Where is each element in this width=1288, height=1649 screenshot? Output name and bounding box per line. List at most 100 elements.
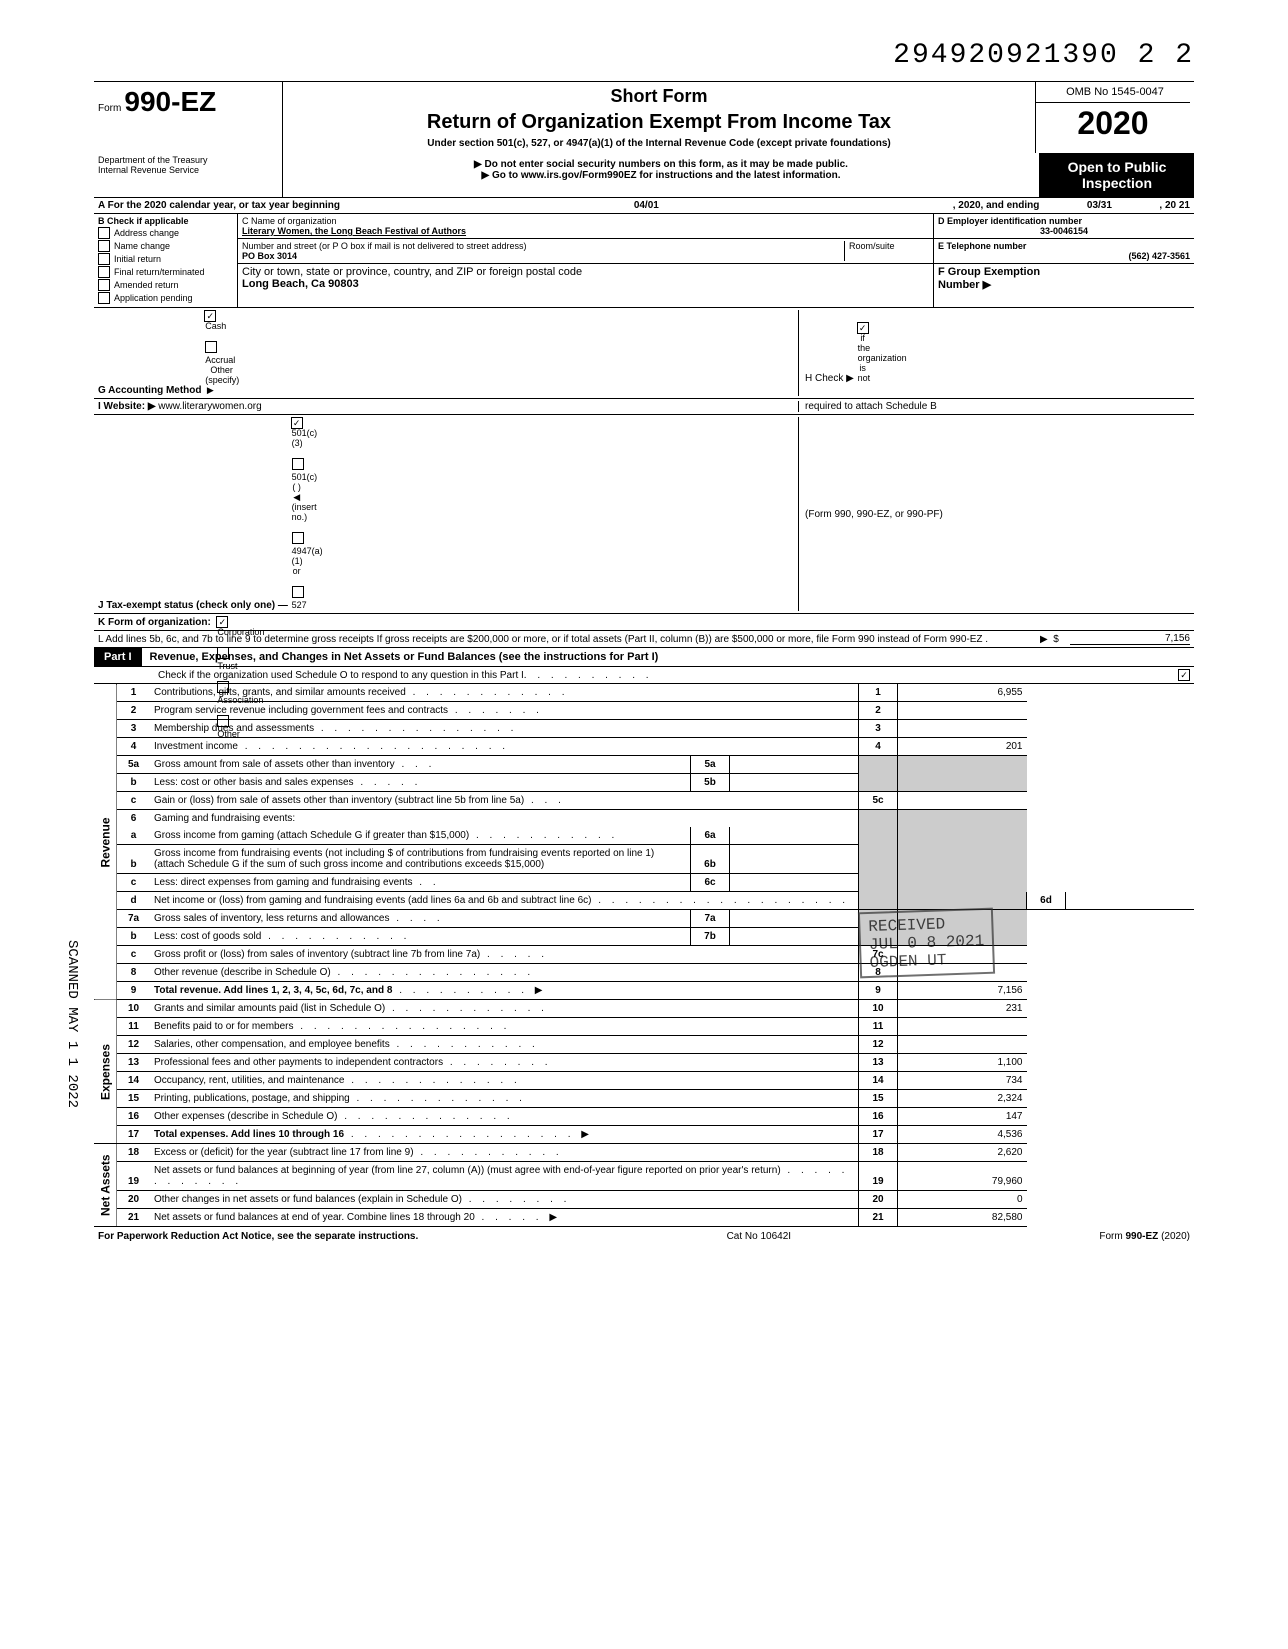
row-a-label: A For the 2020 calendar year, or tax yea… bbox=[98, 200, 340, 211]
line-8: 8Other revenue (describe in Schedule O) … bbox=[94, 964, 1194, 982]
footer-left: For Paperwork Reduction Act Notice, see … bbox=[98, 1231, 418, 1242]
cb-cash[interactable]: ✓ Cash Accrual Other (specify) ▶ bbox=[204, 310, 216, 322]
line-17: 17Total expenses. Add lines 10 through 1… bbox=[94, 1126, 1194, 1144]
cb-address-change[interactable]: Address change bbox=[98, 227, 233, 239]
tax-year: 2020 bbox=[1077, 105, 1148, 141]
cb-accrual[interactable] bbox=[205, 341, 217, 353]
part-1-check-text: Check if the organization used Schedule … bbox=[158, 670, 524, 681]
cb-pending[interactable]: Application pending bbox=[98, 292, 233, 304]
revenue-label: Revenue bbox=[94, 684, 117, 1000]
cb-amended[interactable]: Amended return bbox=[98, 279, 233, 291]
expenses-label: Expenses bbox=[94, 1000, 117, 1144]
line-15: 15Printing, publications, postage, and s… bbox=[94, 1090, 1194, 1108]
row-l-text: L Add lines 5b, 6c, and 7b to line 9 to … bbox=[98, 634, 1040, 645]
section-bc-row: B Check if applicable Address change Nam… bbox=[94, 214, 1194, 308]
line-6d: dNet income or (loss) from gaming and fu… bbox=[94, 892, 1194, 910]
line-10: Expenses 10Grants and similar amounts pa… bbox=[94, 1000, 1194, 1018]
section-f: F Group Exemption Number ▶ bbox=[934, 264, 1194, 293]
c-city-label: City or town, state or province, country… bbox=[242, 266, 929, 278]
end-month: 03/31 bbox=[1039, 200, 1159, 211]
cb-4947[interactable] bbox=[292, 532, 304, 544]
org-address: PO Box 3014 bbox=[242, 251, 844, 261]
line-13: 13Professional fees and other payments t… bbox=[94, 1054, 1194, 1072]
line-21: 21Net assets or fund balances at end of … bbox=[94, 1209, 1194, 1227]
line-5c: cGain or (loss) from sale of assets othe… bbox=[94, 792, 1194, 810]
line-14: 14Occupancy, rent, utilities, and mainte… bbox=[94, 1072, 1194, 1090]
footer-right: Form 990-EZ (2020) bbox=[1099, 1231, 1190, 1242]
section-de: D Employer identification number 33-0046… bbox=[934, 214, 1194, 307]
c-name-label: C Name of organization bbox=[242, 216, 929, 226]
row-l: L Add lines 5b, 6c, and 7b to line 9 to … bbox=[94, 631, 1194, 648]
open-public-2: Inspection bbox=[1042, 175, 1192, 191]
part-1-title: Revenue, Expenses, and Changes in Net As… bbox=[150, 651, 659, 663]
line-11: 11Benefits paid to or for members . . . … bbox=[94, 1018, 1194, 1036]
form-number: 990-EZ bbox=[124, 86, 216, 117]
c-addr-row: Number and street (or P O box if mail is… bbox=[238, 239, 933, 264]
line-6: 6Gaming and fundraising events: bbox=[94, 810, 1194, 828]
cb-corp[interactable]: ✓ Corporation Trust Association Other bbox=[216, 616, 228, 628]
org-city: Long Beach, Ca 90803 bbox=[242, 278, 929, 290]
row-l-value: 7,156 bbox=[1070, 633, 1190, 645]
ssn-warning: ▶ Do not enter social security numbers o… bbox=[289, 159, 1033, 170]
begin-date: 04/01 bbox=[340, 200, 953, 211]
scanned-stamp: SCANNED MAY 1 1 2022 bbox=[64, 940, 80, 1108]
right-header-col: OMB No 1545-0047 2020 bbox=[1036, 82, 1194, 153]
line-2: 2Program service revenue including gover… bbox=[94, 702, 1194, 720]
dept-cell: Department of the Treasury Internal Reve… bbox=[94, 153, 283, 197]
cb-schedule-b[interactable]: ✓ if the organization is not bbox=[857, 322, 869, 334]
row-g-i: G Accounting Method ✓ Cash Accrual Other… bbox=[94, 308, 1194, 399]
line-5a: 5aGross amount from sale of assets other… bbox=[94, 756, 1194, 774]
c-addr-label: Number and street (or P O box if mail is… bbox=[242, 241, 844, 251]
row-h: H Check ▶ ✓ if the organization is not bbox=[799, 322, 1190, 384]
row-g: G Accounting Method ✓ Cash Accrual Other… bbox=[98, 310, 798, 396]
section-e: E Telephone number (562) 427-3561 bbox=[934, 239, 1194, 264]
phone: (562) 427-3561 bbox=[938, 251, 1190, 261]
end-year: , 20 21 bbox=[1159, 200, 1190, 211]
short-form-label: Short Form bbox=[291, 86, 1027, 107]
main-title: Return of Organization Exempt From Incom… bbox=[291, 111, 1027, 134]
line-7a: 7aGross sales of inventory, less returns… bbox=[94, 910, 1194, 928]
c-name-row: C Name of organization Literary Women, t… bbox=[238, 214, 933, 239]
ein: 33-0046154 bbox=[938, 226, 1190, 236]
open-public-1: Open to Public bbox=[1042, 159, 1192, 175]
netassets-label: Net Assets bbox=[94, 1144, 117, 1227]
org-name: Literary Women, the Long Beach Festival … bbox=[242, 226, 929, 236]
line-7c: cGross profit or (loss) from sales of in… bbox=[94, 946, 1194, 964]
section-c: C Name of organization Literary Women, t… bbox=[238, 214, 934, 307]
part-1-check-row: Check if the organization used Schedule … bbox=[94, 667, 1194, 684]
cb-527[interactable] bbox=[292, 586, 304, 598]
row-a: A For the 2020 calendar year, or tax yea… bbox=[94, 198, 1194, 214]
cb-501c3[interactable]: ✓ 501(c)(3) 501(c) ( ) ◀ (insert no.) 49… bbox=[291, 417, 303, 429]
line-6b: bGross income from fundraising events (n… bbox=[94, 845, 1194, 874]
row-i-label: I Website: ▶ bbox=[98, 401, 156, 412]
line-18: Net Assets 18Excess or (deficit) for the… bbox=[94, 1144, 1194, 1162]
line-3: 3Membership dues and assessments . . . .… bbox=[94, 720, 1194, 738]
form-number-cell: Form 990-EZ bbox=[94, 82, 283, 153]
dept-row: Department of the Treasury Internal Reve… bbox=[94, 153, 1194, 198]
section-d: D Employer identification number 33-0046… bbox=[934, 214, 1194, 239]
cb-final-return[interactable]: Final return/terminated bbox=[98, 266, 233, 278]
cb-initial-return[interactable]: Initial return bbox=[98, 253, 233, 265]
footer: For Paperwork Reduction Act Notice, see … bbox=[94, 1227, 1194, 1246]
form-prefix: Form bbox=[98, 103, 121, 114]
d-label: D Employer identification number bbox=[938, 216, 1190, 226]
cb-schedule-o[interactable]: ✓ bbox=[1178, 669, 1190, 681]
row-k: K Form of organization: ✓ Corporation Tr… bbox=[94, 614, 1194, 631]
line-16: 16Other expenses (describe in Schedule O… bbox=[94, 1108, 1194, 1126]
line-9: 9Total revenue. Add lines 1, 2, 3, 4, 5c… bbox=[94, 982, 1194, 1000]
cb-name-change[interactable]: Name change bbox=[98, 240, 233, 252]
form-header: Form 990-EZ Short Form Return of Organiz… bbox=[94, 81, 1194, 153]
line-6c: cLess: direct expenses from gaming and f… bbox=[94, 874, 1194, 892]
line-12: 12Salaries, other compensation, and empl… bbox=[94, 1036, 1194, 1054]
section-b: B Check if applicable Address change Nam… bbox=[94, 214, 238, 307]
year-cell: 2020 bbox=[1036, 102, 1190, 144]
document-number-stamp: 294920921390 2 2 bbox=[94, 40, 1194, 71]
line-19: 19Net assets or fund balances at beginni… bbox=[94, 1162, 1194, 1191]
title-cell: Short Form Return of Organization Exempt… bbox=[283, 82, 1036, 153]
line-20: 20Other changes in net assets or fund ba… bbox=[94, 1191, 1194, 1209]
instructions-cell: ▶ Do not enter social security numbers o… bbox=[283, 153, 1040, 197]
cb-501c[interactable] bbox=[292, 458, 304, 470]
line-6a: aGross income from gaming (attach Schedu… bbox=[94, 827, 1194, 845]
main-table: Revenue 1 Contributions, gifts, grants, … bbox=[94, 684, 1194, 1227]
line-4: 4Investment income . . . . . . . . . . .… bbox=[94, 738, 1194, 756]
